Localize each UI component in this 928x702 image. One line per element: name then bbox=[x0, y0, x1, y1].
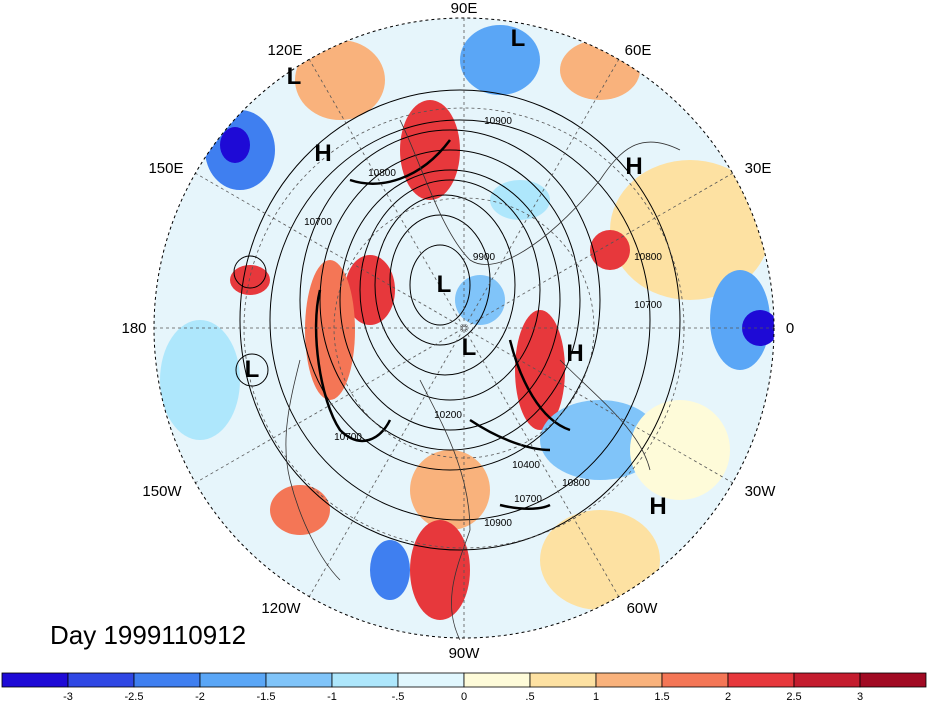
colorbar-tick-label: -3 bbox=[63, 691, 73, 702]
colorbar-tick-label: -1 bbox=[327, 691, 337, 702]
colorbar-box bbox=[397, 672, 465, 688]
lon-label-60e: 60E bbox=[625, 42, 652, 59]
longitude-labels: 90E 60E 30E 0 30W 60W 90W 120W 150W 180 … bbox=[121, 0, 794, 660]
graticule bbox=[154, 18, 774, 638]
pressure-low: L bbox=[245, 356, 260, 383]
lon-label-120w: 120W bbox=[261, 600, 301, 617]
lon-label-150e: 150E bbox=[148, 160, 183, 177]
colorbar-tick-label: 0 bbox=[461, 691, 467, 702]
pressure-high: H bbox=[314, 140, 331, 167]
pressure-low: L bbox=[287, 63, 302, 90]
pressure-high: H bbox=[625, 153, 642, 180]
colorbar-tick-label: -1.5 bbox=[257, 691, 276, 702]
lon-label-150w: 150W bbox=[142, 483, 182, 500]
pressure-low: L bbox=[462, 334, 477, 361]
colorbar: -3 -2.5 -2 -1.5 -1 -.5 0 .5 1 1.5 2 2.5 3 bbox=[1, 672, 927, 702]
pressure-high: H bbox=[649, 493, 666, 520]
contour-label: 10200 bbox=[434, 410, 462, 421]
contour-label: 10700 bbox=[304, 217, 332, 228]
colorbar-box bbox=[67, 672, 135, 688]
colorbar-tick-label: 1.5 bbox=[654, 691, 669, 702]
lon-label-30w: 30W bbox=[745, 483, 777, 500]
lon-label-180: 180 bbox=[121, 320, 146, 337]
colorbar-box bbox=[133, 672, 201, 688]
height-contours bbox=[239, 89, 681, 551]
map-boundary bbox=[153, 17, 775, 639]
colorbar-box bbox=[265, 672, 333, 688]
contour-label: 10800 bbox=[562, 478, 590, 489]
low-center-marker bbox=[235, 353, 269, 387]
contour-label: 10700 bbox=[634, 300, 662, 311]
colorbar-box bbox=[859, 672, 927, 688]
colorbar-tick-label: 1 bbox=[593, 691, 599, 702]
coastlines bbox=[285, 119, 681, 641]
colorbar-tick-label: 3 bbox=[857, 691, 863, 702]
contour-labels: 10900 10800 10700 9900 10800 10700 10700… bbox=[304, 116, 662, 529]
jet-contours bbox=[314, 139, 571, 510]
colorbar-box bbox=[793, 672, 861, 688]
colorbar-boxes bbox=[1, 672, 927, 688]
colorbar-tick-label: -2.5 bbox=[125, 691, 144, 702]
pressure-low: L bbox=[511, 25, 526, 52]
colorbar-box bbox=[331, 672, 399, 688]
polar-stereographic-map: 90E 60E 30E 0 30W 60W 90W 120W 150W 180 … bbox=[121, 0, 794, 660]
anomaly-field bbox=[154, 18, 774, 638]
colorbar-box bbox=[595, 672, 663, 688]
colorbar-box bbox=[529, 672, 597, 688]
colorbar-box bbox=[1, 672, 69, 688]
contour-label: 10800 bbox=[634, 252, 662, 263]
contour-label: 10700 bbox=[514, 494, 542, 505]
contour-label: 10900 bbox=[484, 116, 512, 127]
lon-label-90w: 90W bbox=[449, 645, 481, 660]
contour-label: 10700 bbox=[334, 432, 362, 443]
colorbar-tick-label: 2 bbox=[725, 691, 731, 702]
colorbar-box bbox=[727, 672, 795, 688]
low-center-marker bbox=[233, 255, 267, 289]
pressure-center-labels: L L H H L L H L H bbox=[245, 25, 667, 520]
lon-label-90e: 90E bbox=[451, 0, 478, 17]
contour-label: 9900 bbox=[473, 252, 496, 263]
colorbar-box bbox=[463, 672, 531, 688]
colorbar-tick-label: -.5 bbox=[392, 691, 405, 702]
lon-label-60w: 60W bbox=[627, 600, 659, 617]
pressure-low: L bbox=[437, 271, 452, 298]
contour-label: 10400 bbox=[512, 460, 540, 471]
contour-label: 10900 bbox=[484, 518, 512, 529]
pressure-high: H bbox=[566, 340, 583, 367]
colorbar-tick-label: 2.5 bbox=[786, 691, 801, 702]
colorbar-box bbox=[661, 672, 729, 688]
colorbar-tick-label: .5 bbox=[525, 691, 534, 702]
colorbar-box bbox=[199, 672, 267, 688]
lon-label-120e: 120E bbox=[267, 42, 302, 59]
contour-label: 10800 bbox=[368, 168, 396, 179]
lon-label-0: 0 bbox=[786, 320, 794, 337]
date-label: Day 1999110912 bbox=[50, 620, 247, 650]
colorbar-ticks: -3 -2.5 -2 -1.5 -1 -.5 0 .5 1 1.5 2 2.5 3 bbox=[63, 691, 863, 702]
colorbar-tick-label: -2 bbox=[195, 691, 205, 702]
lon-label-30e: 30E bbox=[745, 160, 772, 177]
